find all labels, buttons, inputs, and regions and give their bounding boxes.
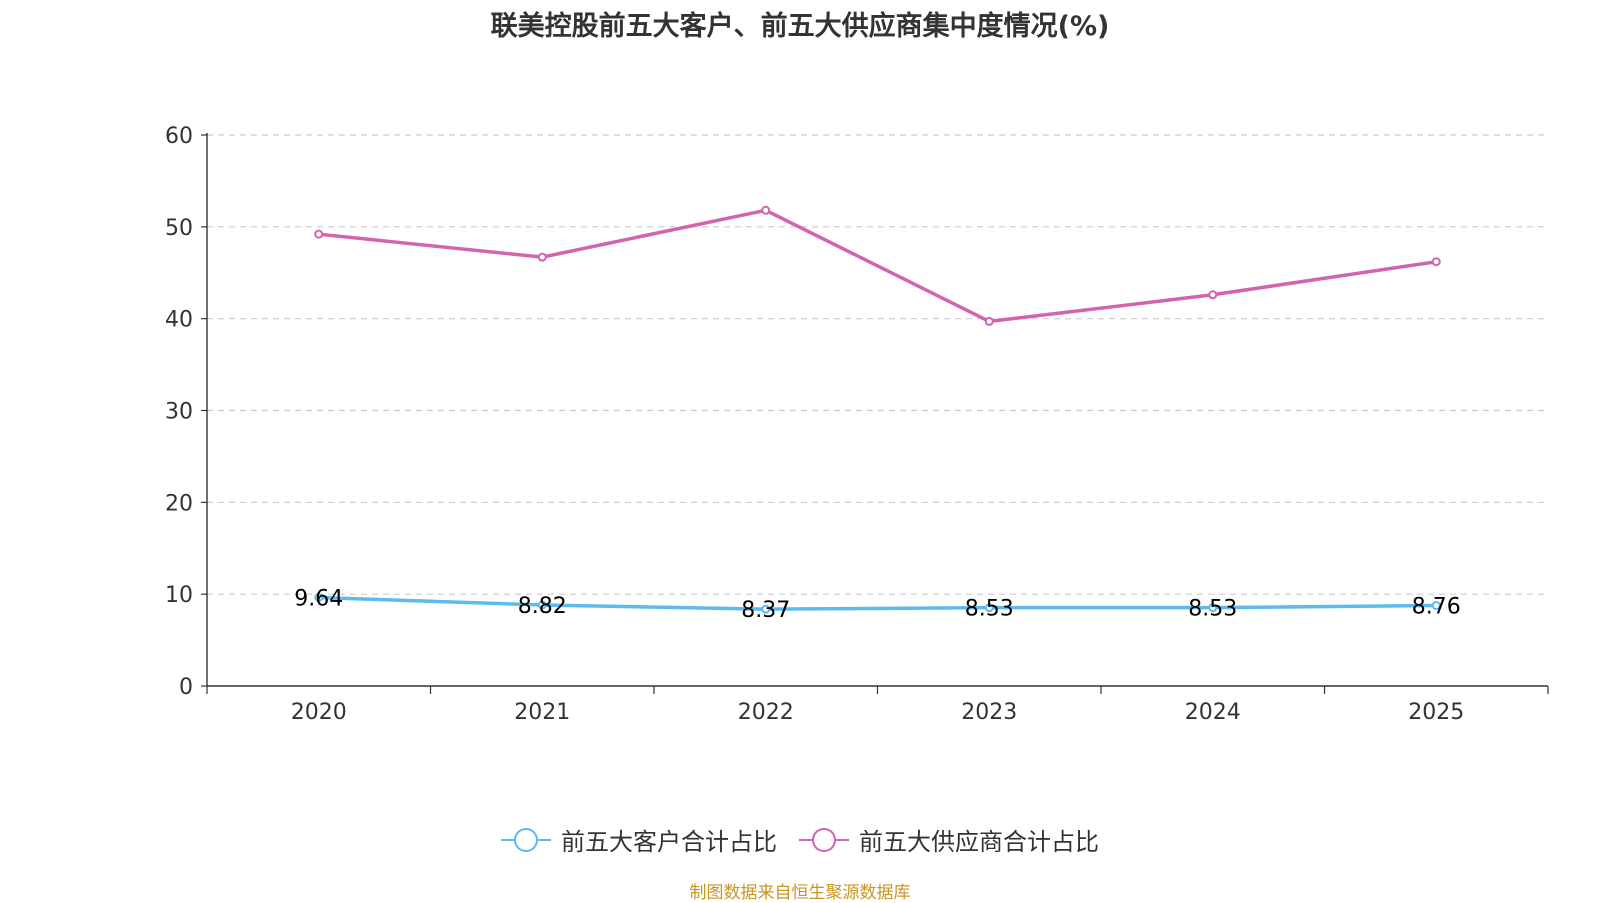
- x-tick-label: 2022: [738, 700, 794, 725]
- data-point: [761, 205, 771, 215]
- line-chart: 0 10 20 30 40 50 60 2020 2021 2022 2023 2024 2025 9.…: [165, 124, 1549, 725]
- y-tick-label: 0: [179, 675, 193, 700]
- series-line-0: [318, 595, 1437, 611]
- y-tick-label: 20: [165, 491, 193, 516]
- y-tick-label: 30: [165, 400, 193, 425]
- x-tick-label: 2021: [514, 700, 570, 725]
- y-tick-label: 50: [165, 216, 193, 241]
- data-point: [314, 592, 324, 602]
- source-note: 制图数据来自恒生聚源数据库: [689, 883, 911, 903]
- label-layer: 9.64 8.82 8.37 8.53 8.53 8.76: [294, 586, 1460, 623]
- data-point: [984, 603, 994, 613]
- data-point: [537, 600, 547, 610]
- data-point: [537, 252, 547, 262]
- data-label: 8.37: [741, 598, 790, 623]
- legend-line-circle-icon: [501, 827, 551, 852]
- data-label: 9.64: [294, 586, 343, 611]
- x-tick-label: 2023: [961, 700, 1017, 725]
- data-label: 8.82: [518, 594, 567, 619]
- data-point: [761, 604, 771, 614]
- x-tick-label: 2025: [1408, 700, 1464, 725]
- series-line-1: [318, 208, 1437, 324]
- data-point: [1431, 601, 1441, 611]
- data-point: [314, 229, 324, 239]
- legend-label-customers: 前五大客户合计占比: [561, 828, 777, 856]
- grid-layer: [207, 134, 1548, 595]
- data-label: 8.53: [1188, 597, 1237, 622]
- data-label: 8.53: [965, 597, 1014, 622]
- y-tick-label: 40: [165, 308, 193, 333]
- legend-item-suppliers[interactable]: 前五大供应商合计占比: [799, 822, 1099, 857]
- data-point: [1208, 603, 1218, 613]
- legend-line-circle-icon: [799, 827, 849, 852]
- legend: 前五大客户合计占比 前五大供应商合计占比: [0, 822, 1600, 857]
- data-point: [1208, 290, 1218, 300]
- legend-item-customers[interactable]: 前五大客户合计占比: [501, 822, 777, 857]
- y-tick-label: 60: [165, 124, 193, 149]
- x-tick-label: 2024: [1185, 700, 1241, 725]
- axis-layer: 0 10 20 30 40 50 60 2020 2021 2022 2023 2024 2025: [165, 124, 1549, 725]
- chart-title: 联美控股前五大客户、前五大供应商集中度情况(%): [490, 11, 1110, 42]
- x-tick-label: 2020: [291, 700, 347, 725]
- legend-label-suppliers: 前五大供应商合计占比: [859, 828, 1099, 856]
- data-label: 8.76: [1412, 595, 1461, 620]
- series-layer: [314, 205, 1441, 614]
- data-point: [984, 316, 994, 326]
- y-tick-label: 10: [165, 583, 193, 608]
- data-point: [1431, 257, 1441, 267]
